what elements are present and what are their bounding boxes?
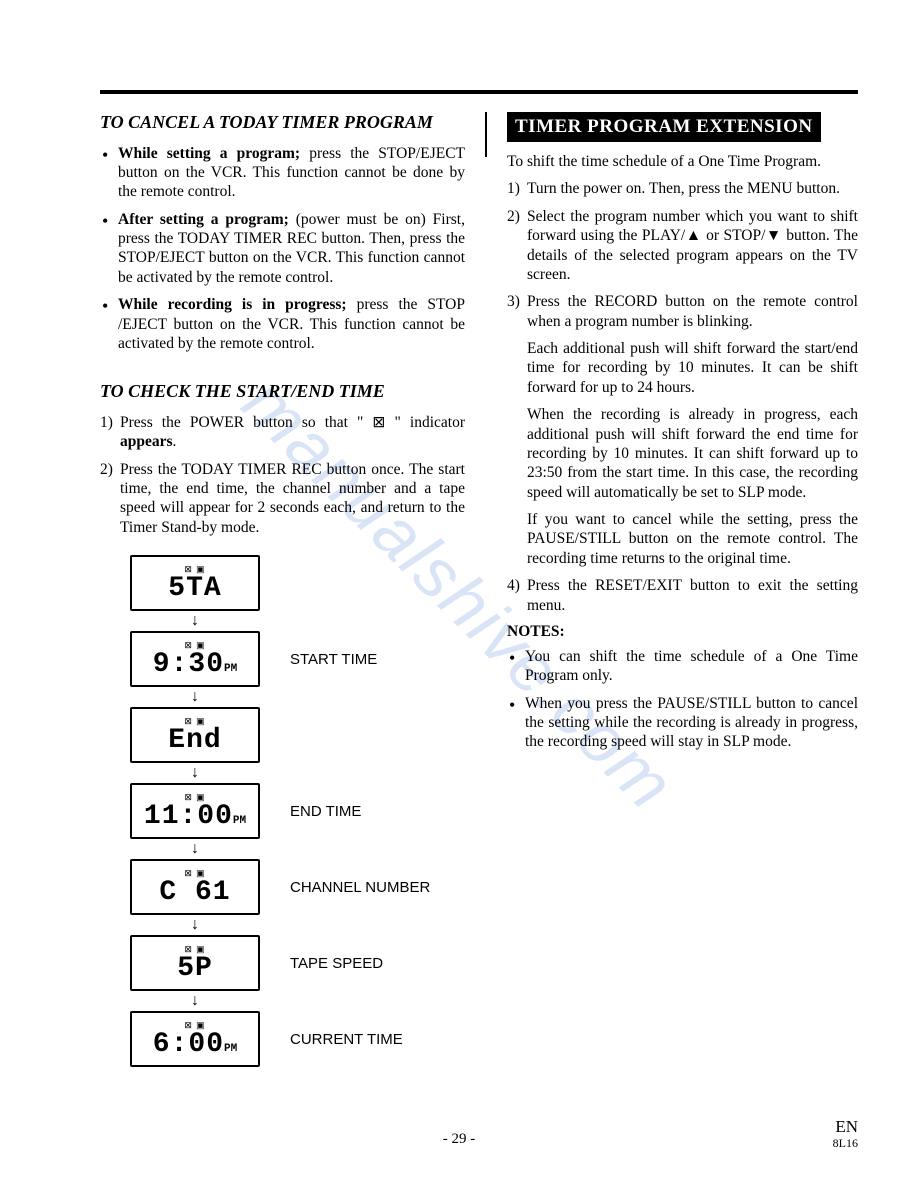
down-arrow-icon: ↓: [130, 763, 260, 783]
lcd-text: 9:30PM: [153, 651, 237, 679]
display-label: START TIME: [290, 651, 377, 668]
lcd-display: ⊠ ▣ End: [130, 707, 260, 763]
down-arrow-icon: ↓: [130, 611, 260, 631]
display-row: ⊠ ▣ 11:00PM END TIME: [130, 783, 465, 839]
lcd-text: End: [168, 727, 221, 755]
left-column: TO CANCEL A TODAY TIMER PROGRAM While se…: [100, 112, 465, 1067]
display-label: END TIME: [290, 803, 361, 820]
two-column-layout: TO CANCEL A TODAY TIMER PROGRAM While se…: [100, 112, 858, 1067]
note-item: When you press the PAUSE/STILL button to…: [525, 694, 858, 752]
down-arrow-icon: ↓: [130, 687, 260, 707]
down-arrow-icon: ↓: [130, 991, 260, 1011]
display-row: ⊠ ▣ C 61 CHANNEL NUMBER: [130, 859, 465, 915]
step-item: 4)Press the RESET/EXIT button to exit th…: [527, 576, 858, 615]
lcd-display: ⊠ ▣ 9:30PM: [130, 631, 260, 687]
check-time-heading: TO CHECK THE START/END TIME: [100, 381, 465, 403]
lcd-display: ⊠ ▣ 11:00PM: [130, 783, 260, 839]
step-item: 2)Press the TODAY TIMER REC button once.…: [120, 460, 465, 538]
notes-list: You can shift the time schedule of a One…: [507, 647, 858, 752]
display-row: ⊠ ▣ 5P TAPE SPEED: [130, 935, 465, 991]
step-item: 3)Press the RECORD button on the remote …: [527, 292, 858, 331]
doc-code: 8L16: [833, 1137, 858, 1150]
bullet-item: While recording is in progress; press th…: [118, 295, 465, 353]
lcd-display: ⊠ ▣ 6:00PM: [130, 1011, 260, 1067]
lcd-text: C 61: [159, 879, 230, 907]
extension-steps: 1)Turn the power on. Then, press the MEN…: [507, 179, 858, 331]
lcd-display-stack: ⊠ ▣ 5TA ↓ ⊠ ▣ 9:30PM START TIME ↓: [130, 555, 465, 1067]
lcd-text: 6:00PM: [153, 1031, 237, 1059]
display-label: CHANNEL NUMBER: [290, 879, 430, 896]
note-item: You can shift the time schedule of a One…: [525, 647, 858, 686]
sub-paragraph: If you want to cancel while the setting,…: [527, 510, 858, 568]
right-column: TIMER PROGRAM EXTENSION To shift the tim…: [507, 112, 858, 1067]
intro-text: To shift the time schedule of a One Time…: [507, 152, 858, 171]
cancel-bullet-list: While setting a program; press the STOP/…: [100, 144, 465, 354]
extension-step4: 4)Press the RESET/EXIT button to exit th…: [507, 576, 858, 615]
bullet-item: While setting a program; press the STOP/…: [118, 144, 465, 202]
page-content: TO CANCEL A TODAY TIMER PROGRAM While se…: [0, 0, 918, 1107]
lcd-text: 11:00PM: [144, 803, 246, 831]
notes-heading: NOTES:: [507, 623, 858, 641]
lcd-text: 5P: [177, 955, 213, 983]
step-item: 1)Turn the power on. Then, press the MEN…: [527, 179, 858, 198]
top-rule: [100, 90, 858, 94]
extension-banner: TIMER PROGRAM EXTENSION: [507, 112, 821, 142]
display-row: ⊠ ▣ 6:00PM CURRENT TIME: [130, 1011, 465, 1067]
step-item: 1)Press the POWER button so that " ⊠ " i…: [120, 413, 465, 452]
lcd-display: ⊠ ▣ C 61: [130, 859, 260, 915]
lcd-display: ⊠ ▣ 5P: [130, 935, 260, 991]
page-number: - 29 -: [0, 1131, 918, 1148]
bullet-item: After setting a program; (power must be …: [118, 210, 465, 288]
footer-code: EN 8L16: [833, 1118, 858, 1150]
down-arrow-icon: ↓: [130, 839, 260, 859]
lang-code: EN: [835, 1117, 858, 1136]
lcd-text: 5TA: [168, 575, 221, 603]
cancel-timer-heading: TO CANCEL A TODAY TIMER PROGRAM: [100, 112, 465, 134]
check-steps: 1)Press the POWER button so that " ⊠ " i…: [100, 413, 465, 537]
down-arrow-icon: ↓: [130, 915, 260, 935]
column-separator: [485, 112, 487, 157]
sub-paragraph: When the recording is already in progres…: [527, 405, 858, 502]
display-row: ⊠ ▣ End: [130, 707, 465, 763]
display-label: TAPE SPEED: [290, 955, 383, 972]
lcd-display: ⊠ ▣ 5TA: [130, 555, 260, 611]
display-row: ⊠ ▣ 9:30PM START TIME: [130, 631, 465, 687]
display-row: ⊠ ▣ 5TA: [130, 555, 465, 611]
display-label: CURRENT TIME: [290, 1031, 403, 1048]
sub-paragraph: Each additional push will shift forward …: [527, 339, 858, 397]
step-item: 2)Select the program number which you wa…: [527, 207, 858, 285]
